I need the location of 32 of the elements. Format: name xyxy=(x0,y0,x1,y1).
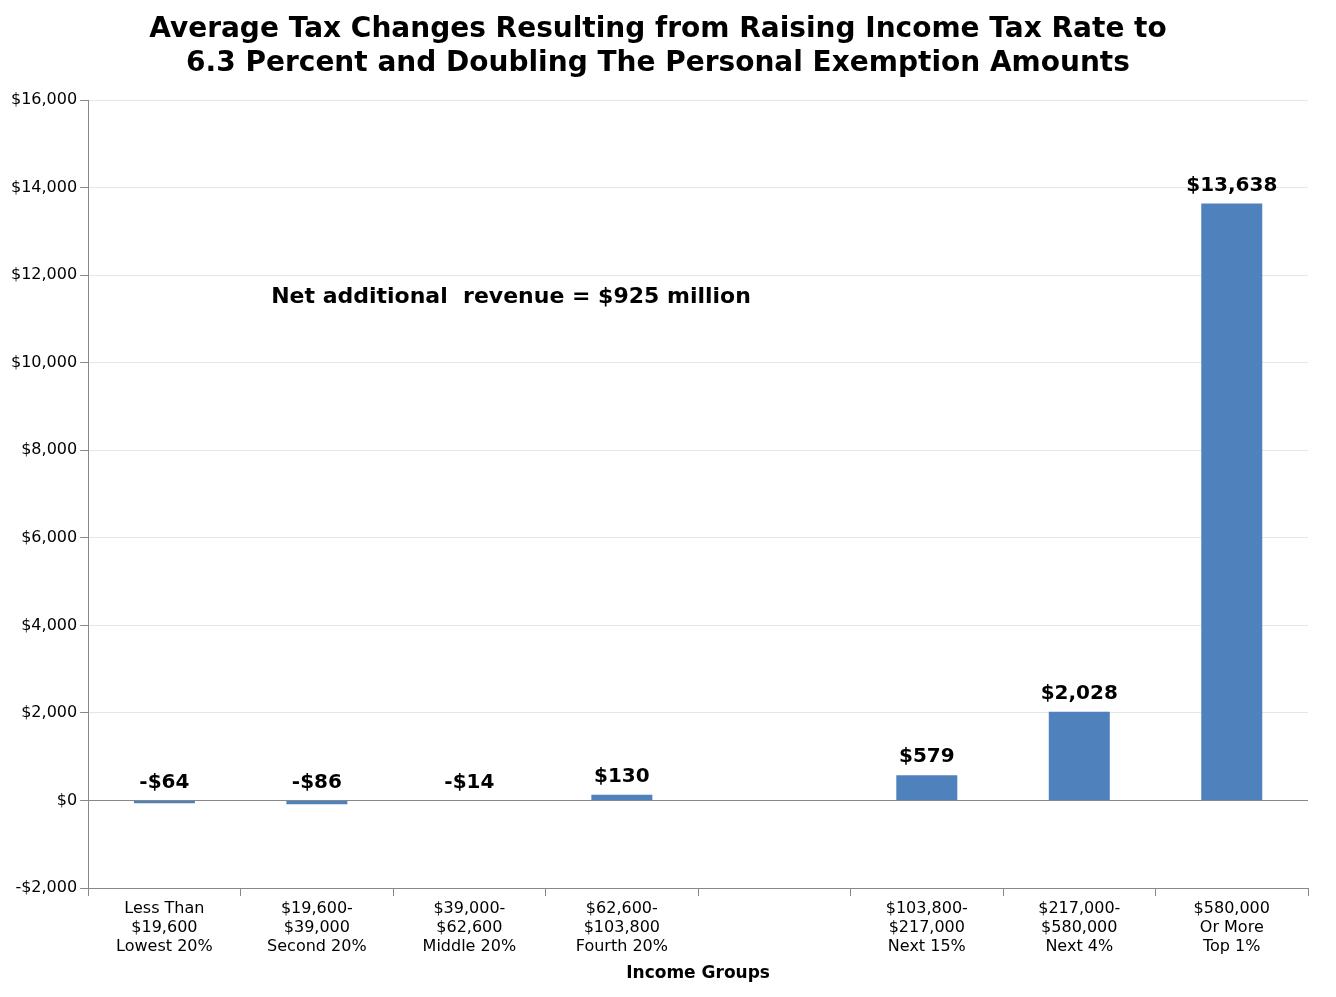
x-tick-label: $19,600- $39,000 Second 20% xyxy=(267,897,367,956)
y-tick-label: $8,000 xyxy=(21,439,78,459)
chart-title: Average Tax Changes Resulting from Raising Income Tax Rate to 6.3 Percent and Doubling The Personal Exemption Amounts xyxy=(149,11,1167,78)
bar xyxy=(286,800,348,805)
y-tick-label: -$2,000 xyxy=(15,877,78,897)
y-tick-label: $0 xyxy=(56,789,78,809)
y-tick-label: $12,000 xyxy=(10,264,78,284)
data-label: $579 xyxy=(898,743,955,768)
data-label: -$86 xyxy=(291,768,342,793)
x-axis-title: Income Groups xyxy=(626,962,770,983)
y-tick-label: $10,000 xyxy=(10,351,78,371)
data-label: -$64 xyxy=(139,768,190,793)
data-label: $130 xyxy=(594,762,650,787)
x-tick-label: $62,600- $103,800 Fourth 20% xyxy=(575,897,668,956)
y-tick-label: $4,000 xyxy=(21,614,78,634)
bar xyxy=(591,794,653,800)
bar xyxy=(1201,203,1263,800)
data-label: $13,638 xyxy=(1186,171,1278,196)
data-label: -$14 xyxy=(444,768,495,793)
x-tick-label: $580,000 Or More Top 1% xyxy=(1193,897,1270,956)
bar xyxy=(1048,711,1110,800)
x-tick-label: $217,000- $580,000 Next 4% xyxy=(1038,897,1121,956)
x-tick-label: Less Than $19,600 Lowest 20% xyxy=(116,897,213,956)
y-tick-label: $16,000 xyxy=(10,89,78,109)
annotation: Net additional revenue = $925 million xyxy=(271,282,751,308)
data-label: $2,028 xyxy=(1040,679,1118,704)
y-tick-label: $6,000 xyxy=(21,527,78,547)
x-tick-label: $103,800- $217,000 Next 15% xyxy=(885,897,968,956)
bar xyxy=(896,775,958,800)
y-tick-label: $14,000 xyxy=(10,176,78,196)
x-tick-label: $39,000- $62,600 Middle 20% xyxy=(422,897,517,956)
y-tick-label: $2,000 xyxy=(21,702,78,722)
